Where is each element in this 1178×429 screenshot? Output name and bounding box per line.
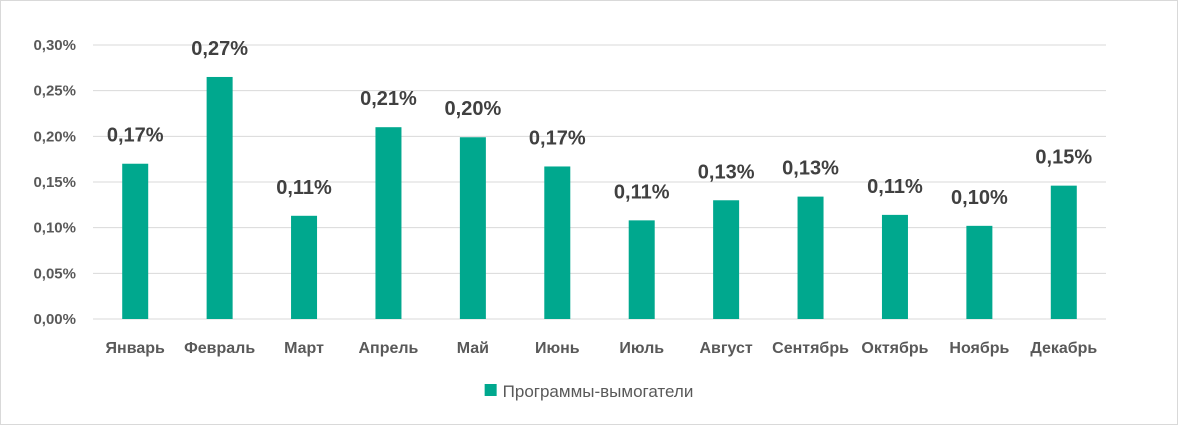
data-label: 0,11% [276, 177, 332, 199]
bar-10 [881, 214, 908, 319]
data-label: 0,10% [951, 187, 1008, 209]
y-tick-label: 0,20% [33, 128, 76, 145]
bar-12 [1050, 185, 1077, 319]
x-category-label: Август [699, 340, 752, 357]
data-labels: 0,17% 0,27% 0,11% 0,21% 0,20% 0,17% 0,11% 0,13%… [107, 38, 1093, 209]
bar-1 [122, 163, 149, 319]
x-category-label: Июль [619, 340, 664, 357]
y-axis-tick-labels: 0,00% 0,05% 0,10% 0,15% 0,20% 0,25% 0,30% [33, 37, 76, 328]
x-axis-category-labels: Январь Февраль Март Апрель Май Июнь Июль Август… [106, 340, 1098, 357]
x-category-label: Март [284, 340, 324, 357]
legend: Программы-вымогатели [484, 382, 694, 401]
bar-6 [544, 166, 571, 319]
x-category-label: Октябрь [861, 340, 928, 357]
y-tick-label: 0,00% [33, 311, 76, 328]
data-label: 0,11% [867, 176, 923, 198]
bar-9 [797, 196, 824, 319]
legend-swatch [484, 384, 497, 396]
data-label: 0,27% [191, 38, 248, 60]
bar-4 [375, 127, 402, 319]
y-tick-label: 0,25% [33, 83, 76, 100]
x-category-label: Ноябрь [949, 340, 1009, 357]
bar-3 [291, 215, 318, 319]
data-label: 0,11% [614, 181, 670, 203]
y-tick-label: 0,10% [33, 220, 76, 237]
x-category-label: Сентябрь [772, 340, 849, 357]
data-label: 0,13% [698, 161, 755, 183]
x-category-label: Декабрь [1030, 340, 1097, 357]
x-category-label: Февраль [184, 340, 255, 357]
y-tick-label: 0,30% [33, 37, 76, 54]
y-tick-label: 0,15% [33, 174, 76, 191]
data-label: 0,17% [529, 127, 586, 149]
bar-8 [713, 200, 740, 319]
data-label: 0,13% [782, 158, 839, 180]
bars [122, 76, 1077, 319]
data-label: 0,17% [107, 125, 164, 147]
x-category-label: Январь [106, 340, 165, 357]
gridlines [93, 44, 1106, 320]
bar-11 [966, 225, 993, 319]
data-label: 0,21% [360, 88, 417, 110]
bar-2 [206, 76, 233, 319]
x-category-label: Апрель [359, 340, 419, 357]
x-category-label: Июнь [535, 340, 580, 357]
x-category-label: Май [457, 340, 489, 357]
bar-5 [459, 137, 486, 319]
data-label: 0,15% [1035, 147, 1092, 169]
data-label: 0,20% [445, 98, 502, 120]
bar-7 [628, 220, 655, 319]
y-tick-label: 0,05% [33, 265, 76, 282]
legend-label: Программы-вымогатели [503, 382, 694, 401]
